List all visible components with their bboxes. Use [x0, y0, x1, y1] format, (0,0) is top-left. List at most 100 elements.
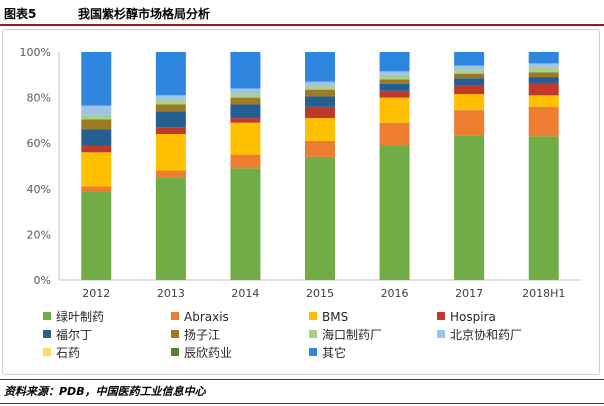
bar-segment	[155, 99, 186, 105]
legend-label: 辰欣药业	[184, 346, 232, 360]
figure-label: 图表5	[4, 7, 37, 21]
bar-segment	[379, 74, 410, 80]
bar-segment	[155, 104, 186, 112]
bar-segment	[454, 69, 485, 74]
bar-segment	[528, 63, 559, 67]
bar-segment	[230, 168, 261, 280]
bar-segment	[305, 81, 335, 87]
bar-segment	[454, 110, 485, 136]
legend-swatch	[437, 312, 445, 320]
bar-segment	[81, 52, 112, 106]
bar-segment	[305, 156, 335, 280]
bar-segment	[454, 135, 485, 280]
legend-swatch	[43, 312, 51, 320]
bar-segment	[305, 52, 335, 82]
bar-segment	[81, 119, 112, 130]
bar-segment	[454, 78, 485, 86]
legend-label: BMS	[322, 310, 348, 324]
bar-segment	[528, 52, 559, 64]
legend-swatch	[171, 330, 179, 338]
bar-segment	[379, 71, 410, 75]
legend-swatch	[309, 312, 317, 320]
bar-segment	[81, 129, 112, 146]
figure-header: 图表5 我国紫杉醇市场格局分析	[0, 0, 604, 26]
legend-label: 石药	[56, 346, 80, 360]
bar-segment	[155, 95, 186, 100]
legend-label: 海口制药厂	[322, 327, 382, 342]
x-tick-label: 2018H1	[522, 287, 565, 300]
stacked-bar-chart: 0% 20% 40% 60% 80% 100% 2012 2013 2014 2015 2016 20…	[20, 46, 581, 360]
bar-segment	[230, 104, 261, 119]
legend-swatch	[43, 330, 51, 338]
x-tick-label: 2016	[381, 287, 409, 300]
x-tick-label: 2012	[82, 287, 110, 300]
bar-segment	[528, 83, 559, 96]
bar-segment	[528, 72, 559, 78]
bar-segment	[230, 88, 261, 94]
bar-segment	[379, 122, 410, 146]
bar-segment	[528, 66, 559, 73]
bar-segment	[230, 52, 261, 89]
bottom-divider	[0, 403, 604, 404]
bar-segment	[230, 93, 261, 98]
bar-segment	[305, 106, 335, 119]
bar-segment	[379, 97, 410, 123]
bar-segment	[379, 79, 410, 84]
y-tick-label: 80%	[27, 92, 51, 105]
bar-segment	[81, 114, 112, 120]
bar-segment	[528, 106, 559, 137]
bar-segment	[230, 97, 261, 105]
x-tick-label: 2015	[306, 287, 334, 300]
y-tick-label: 40%	[27, 183, 51, 196]
bar-segment	[379, 83, 410, 91]
bar-segment	[230, 118, 261, 123]
y-tick-label: 20%	[27, 228, 51, 241]
bar-segment	[155, 127, 186, 135]
figure-title: 我国紫杉醇市场格局分析	[78, 7, 211, 21]
x-tick-label: 2017	[455, 287, 483, 300]
bar-segment	[305, 86, 335, 90]
legend-swatch	[171, 348, 179, 356]
legend-label: Abraxis	[184, 310, 229, 324]
bar-segment	[454, 65, 485, 70]
y-tick-label: 60%	[27, 137, 51, 150]
bar-segment	[454, 85, 485, 95]
x-tick-label: 2014	[231, 287, 259, 300]
legend-swatch	[437, 330, 445, 338]
legend-swatch	[171, 312, 179, 320]
bar-segment	[81, 152, 112, 187]
legend-label: 其它	[322, 345, 346, 360]
bar-segment	[155, 134, 186, 171]
x-tick-label: 2013	[157, 287, 185, 300]
bar-segment	[155, 170, 186, 178]
header-rule	[0, 24, 604, 26]
chart-panel: 0% 20% 40% 60% 80% 100% 2012 2013 2014 2015 2016 20…	[2, 29, 600, 375]
bar-segment	[305, 118, 335, 141]
bar-segment	[305, 96, 335, 107]
bar-segment	[305, 140, 335, 157]
y-tick-label: 100%	[20, 46, 51, 59]
legend-swatch	[43, 348, 51, 356]
bar-segment	[454, 73, 485, 79]
bar-segment	[454, 94, 485, 111]
legend-label: 福尔丁	[56, 327, 92, 342]
source-note: 资料来源：PDB，中国医药工业信息中心	[4, 385, 206, 398]
y-tick-label: 0%	[34, 274, 51, 287]
bar-segment	[81, 186, 112, 192]
bar-segment	[305, 89, 335, 97]
legend-label: Hospira	[450, 310, 496, 324]
bar-segment	[230, 154, 261, 169]
bar-segment	[155, 177, 186, 280]
legend-label: 扬子江	[184, 327, 220, 342]
bar-segment	[454, 52, 485, 66]
bar-segment	[379, 90, 410, 98]
bar-segment	[155, 111, 186, 128]
legend-label: 北京协和药厂	[450, 327, 522, 342]
bar-segment	[81, 191, 112, 280]
bar-segment	[528, 95, 559, 107]
bar-segment	[528, 77, 559, 84]
bar-segment	[230, 122, 261, 155]
legend-swatch	[309, 330, 317, 338]
bar-segment	[155, 52, 186, 96]
bar-segment	[528, 136, 559, 280]
